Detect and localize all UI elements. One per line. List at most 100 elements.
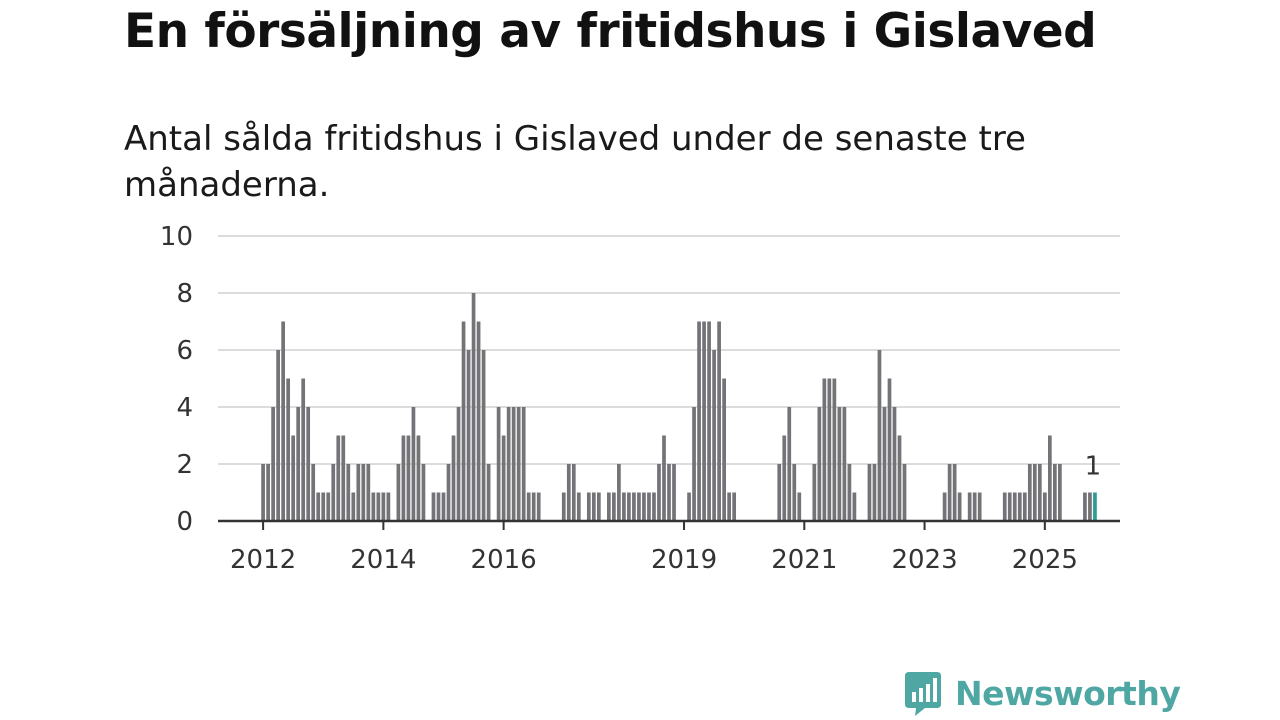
bar — [902, 464, 907, 521]
bar — [832, 378, 837, 521]
bar — [1032, 464, 1037, 521]
bar — [882, 407, 887, 521]
bar — [842, 407, 847, 521]
bar — [366, 464, 371, 521]
bar — [787, 407, 792, 521]
bar — [301, 378, 306, 521]
bar — [591, 492, 596, 521]
brand-name: Newsworthy — [955, 673, 1181, 713]
bar — [872, 464, 877, 521]
bar — [837, 407, 842, 521]
bar — [291, 435, 296, 521]
newsworthy-logo: Newsworthy — [903, 670, 1181, 716]
bar — [847, 464, 852, 521]
bar — [451, 435, 456, 521]
bar — [386, 492, 391, 521]
y-tick-label: 0 — [176, 507, 193, 537]
bar — [647, 492, 651, 521]
x-tick-label: 2014 — [350, 545, 416, 575]
bar — [536, 492, 541, 521]
bar — [617, 464, 621, 521]
x-tick-label: 2021 — [771, 545, 837, 575]
bar — [707, 321, 711, 521]
bar — [887, 378, 892, 521]
bar — [586, 492, 591, 521]
bar — [306, 407, 311, 521]
bar — [401, 435, 406, 521]
bar — [627, 492, 631, 521]
bar — [331, 464, 336, 521]
bar — [411, 407, 416, 521]
bar — [782, 435, 787, 521]
bar — [817, 407, 822, 521]
bar — [892, 407, 897, 521]
bar — [662, 435, 666, 521]
bar — [341, 435, 346, 521]
bar — [797, 492, 802, 521]
bar — [321, 492, 326, 521]
bar — [521, 407, 526, 521]
y-tick-label: 6 — [176, 336, 193, 366]
bar — [632, 492, 636, 521]
bar — [947, 464, 952, 521]
bar — [381, 492, 386, 521]
bar — [637, 492, 641, 521]
bar — [571, 464, 576, 521]
y-tick-label: 2 — [176, 450, 193, 480]
bar — [511, 407, 516, 521]
bar — [431, 492, 436, 521]
bar — [276, 350, 280, 521]
bar — [416, 435, 421, 521]
bar — [702, 321, 706, 521]
bar — [361, 464, 366, 521]
bar — [436, 492, 441, 521]
bar — [827, 378, 832, 521]
bar — [501, 435, 506, 521]
bar — [672, 464, 676, 521]
bar — [822, 378, 827, 521]
bar — [466, 350, 471, 521]
bar — [897, 435, 902, 521]
bar — [852, 492, 857, 521]
bar — [266, 464, 270, 521]
bar — [326, 492, 331, 521]
y-tick-label: 10 — [160, 222, 193, 252]
bar — [421, 464, 426, 521]
bar — [967, 492, 972, 521]
bar — [281, 321, 285, 521]
bar — [351, 492, 356, 521]
y-tick-label: 8 — [176, 279, 193, 309]
bar — [777, 464, 782, 521]
bar — [1047, 435, 1052, 521]
bar — [607, 492, 611, 521]
bar-latest — [1093, 492, 1097, 521]
bar — [792, 464, 797, 521]
chart-title: En försäljning av fritidshus i Gislaved — [124, 4, 1097, 59]
x-tick-label: 2019 — [651, 545, 717, 575]
bar — [316, 492, 321, 521]
bar — [1002, 492, 1007, 521]
bar — [1037, 464, 1042, 521]
bar — [642, 492, 646, 521]
bar — [311, 464, 316, 521]
bar — [531, 492, 536, 521]
bar — [576, 492, 581, 521]
bar — [1088, 492, 1092, 521]
bar — [516, 407, 521, 521]
x-tick-label: 2025 — [1012, 545, 1078, 575]
bar — [336, 435, 341, 521]
bar — [712, 350, 716, 521]
bar — [1053, 464, 1057, 521]
bar — [406, 435, 411, 521]
bar — [496, 407, 501, 521]
bar — [356, 464, 361, 521]
bar — [296, 407, 301, 521]
bar-chart: 0 2 4 6 8 10 1 2012 2014 2016 2019 2021 2023 2025 — [160, 222, 1120, 575]
bar — [261, 464, 265, 521]
bar — [717, 321, 721, 521]
bar — [667, 464, 671, 521]
bar — [952, 464, 957, 521]
x-tick-label: 2016 — [471, 545, 537, 575]
bar — [1058, 464, 1062, 521]
bar — [877, 350, 882, 521]
